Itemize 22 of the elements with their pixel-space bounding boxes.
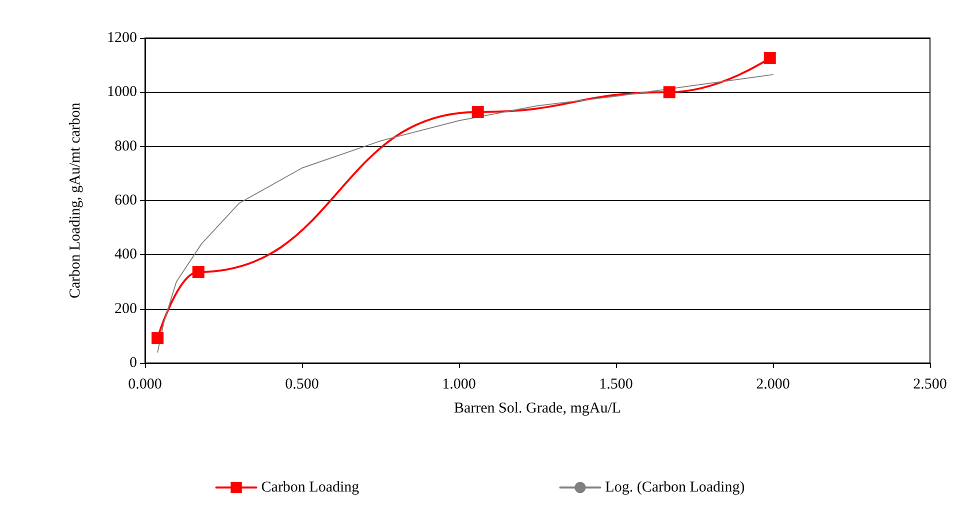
x-tick-label: 1.000 — [442, 376, 476, 392]
point — [764, 52, 776, 64]
x-tick-label: 0.000 — [128, 376, 162, 392]
x-axis-title: Barren Sol. Grade, mgAu/L — [454, 400, 622, 416]
y-tick-label: 1000 — [107, 84, 137, 100]
x-tick-label: 0.500 — [285, 376, 319, 392]
point — [663, 86, 676, 98]
y-tick-label: 200 — [114, 300, 137, 317]
y-axis-title: Carbon Loading, gAu/mt carbon — [68, 102, 84, 298]
point — [192, 266, 204, 278]
legend-label: Carbon Loading — [261, 480, 360, 496]
point — [152, 332, 164, 344]
x-tick-label: 2.500 — [913, 376, 947, 392]
y-tick-label: 800 — [114, 138, 137, 154]
y-tick-label: 600 — [114, 192, 137, 208]
y-tick-label: 1200 — [107, 30, 137, 46]
point — [472, 106, 484, 118]
y-tick-label: 0 — [130, 355, 137, 371]
y-tick-label: 400 — [114, 246, 137, 263]
x-tick-label: 1.500 — [599, 376, 633, 392]
x-tick-label: 2.000 — [756, 376, 790, 392]
legend-label: Log. (Carbon Loading) — [605, 480, 745, 496]
